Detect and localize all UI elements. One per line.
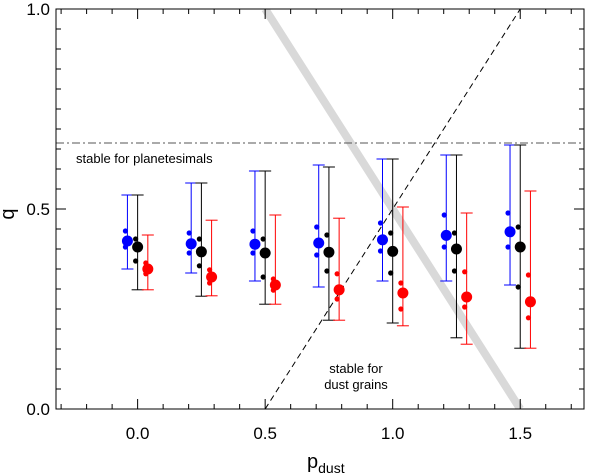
x-tick-label-2: 1.0	[381, 424, 405, 443]
blue-small-point-upper-1	[186, 230, 192, 236]
y-tick-label-2: 1.0	[26, 0, 50, 19]
black-small-point-lower-2	[260, 274, 266, 280]
blue-point-4	[376, 234, 388, 246]
red-point-6	[524, 296, 536, 308]
black-small-point-upper-5	[451, 230, 458, 236]
annotation-planetesimals: stable for planetesimals	[76, 151, 213, 166]
black-small-point-upper-4	[388, 230, 394, 236]
plot-frame	[55, 8, 585, 410]
blue-small-point-upper-6	[505, 210, 511, 216]
black-small-point-upper-6	[515, 224, 521, 230]
black-point-3	[323, 246, 335, 258]
black-point-4	[387, 245, 399, 257]
blue-point-2	[249, 238, 261, 250]
black-small-point-upper-3	[324, 232, 330, 238]
x-axis-label: pdust	[307, 451, 345, 474]
red-point-2	[269, 279, 281, 291]
blue-small-point-upper-4	[377, 220, 384, 226]
x-tick-label-3: 1.5	[508, 424, 532, 443]
blue-point-1	[185, 238, 197, 250]
black-small-point-lower-0	[133, 258, 139, 264]
x-axis-label-sub: dust	[318, 460, 345, 474]
blue-small-point-lower-3	[314, 252, 320, 258]
red-small-point-upper-1	[206, 267, 213, 273]
blue-small-point-lower-5	[441, 244, 447, 250]
y-tick-label-1: 0.5	[26, 200, 50, 219]
blue-small-point-upper-5	[441, 212, 447, 218]
black-point-5	[450, 243, 462, 255]
red-point-5	[461, 291, 473, 303]
plot-area	[56, 9, 584, 409]
red-small-point-lower-3	[334, 296, 340, 302]
red-small-point-upper-3	[334, 271, 340, 277]
red-point-0	[142, 263, 154, 275]
blue-point-6	[504, 226, 516, 238]
black-point-6	[514, 241, 526, 253]
blue-point-5	[440, 229, 452, 241]
blue-small-point-upper-3	[314, 224, 320, 230]
black-small-point-upper-1	[196, 236, 202, 242]
blue-small-point-lower-1	[186, 250, 192, 256]
red-point-4	[397, 287, 409, 299]
annotation-dust-line1: stable for	[329, 361, 383, 376]
black-small-point-lower-6	[515, 284, 521, 290]
red-point-1	[206, 271, 218, 283]
annotation-dust-line2: dust grains	[324, 377, 388, 392]
black-point-0	[132, 241, 144, 253]
axes: 0.0 0.5 1.0 1.5 0.0 0.5 1.0	[26, 0, 585, 443]
plot-clipped-group	[56, 9, 584, 409]
x-axis-label-main: p	[307, 451, 318, 473]
black-point-2	[259, 247, 271, 259]
blue-small-point-lower-6	[505, 244, 511, 250]
red-small-point-lower-6	[525, 315, 532, 321]
x-tick-label-0: 0.0	[126, 424, 150, 443]
red-small-point-upper-5	[462, 269, 468, 275]
blue-small-point-lower-4	[377, 248, 384, 254]
black-small-point-upper-2	[260, 236, 266, 242]
blue-small-point-lower-2	[250, 250, 256, 256]
black-small-point-lower-5	[451, 268, 458, 274]
black-small-point-lower-3	[324, 268, 330, 274]
red-small-point-upper-6	[525, 272, 532, 278]
black-small-point-lower-1	[196, 263, 202, 269]
red-small-point-upper-4	[398, 280, 404, 286]
x-tick-label-1: 0.5	[253, 424, 277, 443]
black-point-1	[195, 246, 207, 258]
red-small-point-lower-5	[462, 304, 468, 310]
blue-small-point-upper-2	[250, 228, 256, 234]
blue-point-0	[121, 235, 133, 247]
blue-small-point-upper-0	[122, 228, 129, 234]
y-axis-label: q	[0, 208, 19, 219]
red-small-point-lower-4	[398, 306, 404, 312]
black-small-point-upper-0	[133, 236, 139, 242]
dashed-diagonal-line	[264, 9, 521, 409]
blue-point-3	[313, 237, 325, 249]
y-tick-label-0: 0.0	[26, 400, 50, 419]
black-small-point-lower-4	[388, 270, 394, 276]
red-point-3	[333, 284, 345, 296]
